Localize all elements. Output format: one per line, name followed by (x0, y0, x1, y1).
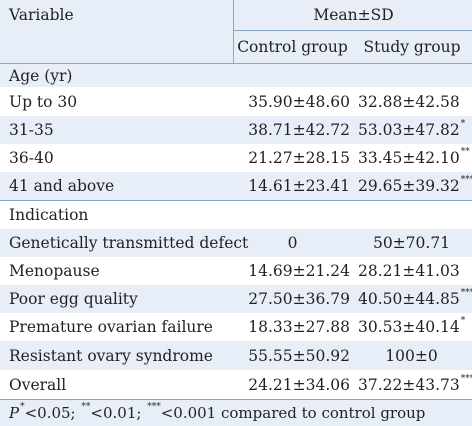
row-label: Menopause (9, 262, 100, 280)
row-label: 41 and above (9, 177, 115, 195)
row-label: Resistant ovary syndrome (9, 346, 213, 365)
row-label: Premature ovarian failure (9, 318, 213, 336)
header-variable: Variable (9, 6, 74, 24)
control-value: 14.61±23.41 (248, 177, 350, 195)
table-row: Poor egg quality 27.50±36.79 40.50±44.85… (0, 285, 472, 313)
control-value: 38.71±42.72 (248, 121, 350, 139)
control-value: 55.55±50.92 (248, 346, 350, 365)
section-header-indication: Indication (0, 200, 472, 229)
table-row: 36-40 21.27±28.15 33.45±42.10 ** (0, 144, 472, 172)
row-label: Poor egg quality (9, 290, 138, 308)
section-title: Indication (9, 206, 89, 224)
header-study-group: Study group (363, 37, 461, 56)
study-value: 40.50±44.85*** (358, 288, 472, 308)
study-value: 30.53±40.14 * (358, 316, 466, 336)
control-value: 35.90±48.60 (248, 92, 350, 111)
table-row: Resistant ovary syndrome 55.55±50.92 100… (0, 341, 472, 370)
footnote-text: P * <0.05; ** <0.01; *** <0.001 compared to … (9, 402, 426, 422)
header-mean-sd: Mean±SD (313, 6, 394, 24)
section-header-age: Age (yr) (0, 63, 472, 87)
table-footnote: P * <0.05; ** <0.01; *** <0.001 compared to … (0, 399, 472, 426)
row-label: 36-40 (9, 149, 54, 167)
control-value: 21.27±28.15 (248, 149, 350, 167)
table-row: Up to 30 35.90±48.60 32.88±42.58 (0, 87, 472, 116)
study-value: 53.03±47.82 * (358, 119, 466, 139)
control-value: 24.21±34.06 (248, 375, 350, 394)
table-row: Menopause 14.69±21.24 28.21±41.03 (0, 257, 472, 285)
table-header: Variable Mean±SD Control group Study gro… (0, 0, 472, 63)
table-row: Genetically transmitted defect 0 50±70.7… (0, 229, 472, 257)
header-control-group: Control group (237, 37, 348, 56)
study-value: 100±0 (385, 346, 438, 365)
row-label: Genetically transmitted defect (9, 234, 249, 252)
control-value: 14.69±21.24 (248, 262, 350, 280)
study-value: 33.45±42.10 ** (358, 147, 470, 167)
control-value: 18.33±27.88 (248, 318, 350, 336)
study-value: 37.22±43.73*** (358, 373, 472, 394)
study-value: 32.88±42.58 (358, 92, 460, 111)
section-title: Age (yr) (9, 66, 73, 85)
study-value: 50±70.71 (372, 234, 451, 252)
table-row: 31-35 38.71±42.72 53.03±47.82 * (0, 116, 472, 144)
header-divider (233, 30, 472, 31)
control-value: 27.50±36.79 (248, 290, 350, 308)
study-value: 28.21±41.03 (358, 262, 460, 280)
table-row: 41 and above 14.61±23.41 29.65±39.32*** (0, 172, 472, 200)
overall-row: Overall 24.21±34.06 37.22±43.73*** (0, 370, 472, 399)
row-label: Up to 30 (9, 92, 78, 111)
control-value: 0 (287, 234, 298, 252)
row-label: Overall (9, 375, 67, 394)
study-value: 29.65±39.32*** (358, 175, 472, 195)
row-label: 31-35 (9, 121, 54, 139)
table-row: Premature ovarian failure 18.33±27.88 30… (0, 313, 472, 341)
header-vertical-rule (233, 0, 234, 63)
